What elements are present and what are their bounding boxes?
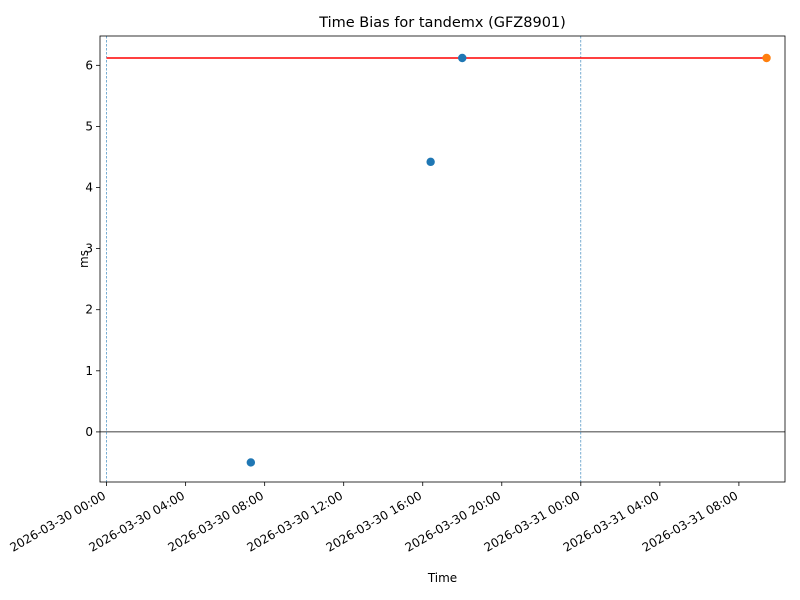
y-tick-label-5: 5 [85,119,93,133]
y-tick-label-6: 6 [85,58,93,72]
y-tick-label-0: 0 [85,425,93,439]
data-point-s0-0 [246,458,256,467]
x-axis-title: Time [427,571,457,585]
chart-title: Time Bias for tandemx (GFZ8901) [318,15,566,31]
data-point-s0-1 [426,157,435,167]
data-point-s1-0 [762,53,771,63]
y-tick-label-3: 3 [85,242,93,256]
y-tick-label-2: 2 [85,303,93,317]
y-axis-title: ms [77,250,91,268]
plot-area-frame [99,35,786,483]
plot-content [100,36,785,482]
y-tick-label-1: 1 [85,364,93,378]
y-tick-label-4: 4 [85,181,93,195]
data-point-s0-2 [458,53,467,63]
y-axis: 0 1 2 3 4 5 6 [85,58,100,439]
